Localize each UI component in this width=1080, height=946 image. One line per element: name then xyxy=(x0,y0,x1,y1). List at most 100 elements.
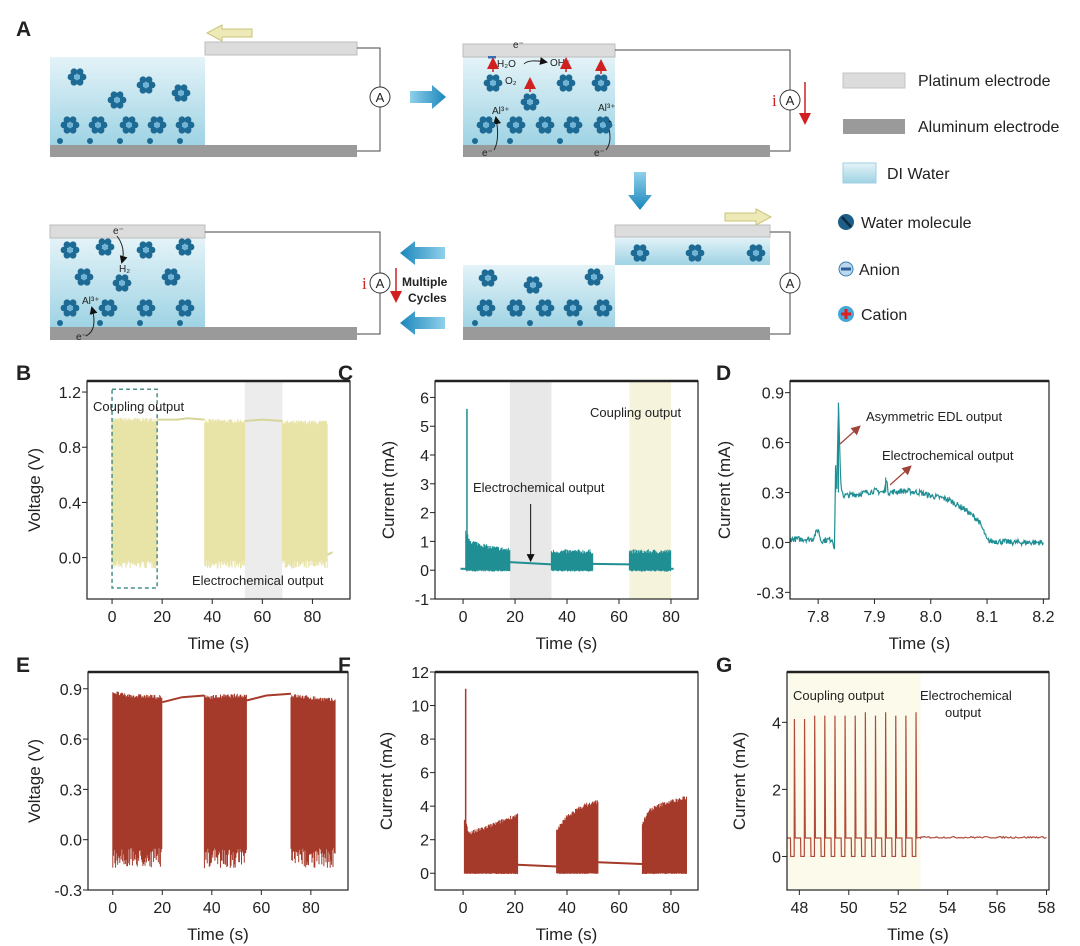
cation-icon xyxy=(838,306,854,322)
x-tick-label: 20 xyxy=(153,609,171,626)
y-tick-label: 0.9 xyxy=(60,682,82,699)
water-molecule-icon xyxy=(472,320,478,326)
annotation-label: Coupling output xyxy=(590,405,681,420)
water-cluster-icon xyxy=(535,299,555,317)
y-tick-label: 0.3 xyxy=(762,485,784,502)
y-tick-label: -0.3 xyxy=(756,585,784,602)
coupling-output-trace xyxy=(465,530,511,572)
y-tick-label: 2 xyxy=(420,833,429,850)
y-tick-label: 5 xyxy=(420,419,429,436)
water-clusters xyxy=(57,68,766,326)
di-water-swatch xyxy=(842,162,877,184)
water-cluster-icon xyxy=(112,274,132,292)
x-tick-label: 0 xyxy=(459,609,468,626)
electron-label: e⁻ xyxy=(113,226,124,237)
electrochemical-output-trace xyxy=(327,551,333,556)
panel-label-b: B xyxy=(16,362,31,385)
aluminum-ion-label: Al³⁺ xyxy=(82,296,100,307)
platinum-electrode-swatch xyxy=(842,72,906,89)
electrochemical-output-trace xyxy=(598,861,643,865)
x-tick-label: 60 xyxy=(253,609,271,626)
aluminum-ion-label: Al³⁺ xyxy=(492,106,510,117)
x-tick-label: 0 xyxy=(108,900,117,917)
electrochemical-output-trace xyxy=(509,561,552,566)
flow-left-arrow-icon xyxy=(400,241,445,265)
x-axis-label: Time (s) xyxy=(536,634,598,653)
annotation-label: Electrochemical output xyxy=(192,573,324,588)
flow-right-arrow-icon xyxy=(410,85,446,109)
slide-left-arrow-icon xyxy=(205,24,253,42)
ammeter-icon xyxy=(369,272,391,294)
panel-label-f: F xyxy=(338,654,351,677)
y-tick-label: 0.6 xyxy=(60,732,82,749)
water-cluster-icon xyxy=(483,74,503,92)
reaction-arrow-icon xyxy=(523,57,548,65)
x-tick-label: 52 xyxy=(889,900,907,917)
water-cluster-icon xyxy=(107,91,127,109)
y-axis-label: Current (mA) xyxy=(379,441,398,539)
legend-label: Water molecule xyxy=(861,215,972,232)
electron-label: e⁻ xyxy=(513,40,524,51)
y-tick-label: 0.8 xyxy=(59,440,81,457)
water-cluster-icon xyxy=(563,299,583,317)
x-tick-label: 7.8 xyxy=(807,609,829,626)
current-symbol: i xyxy=(362,274,367,293)
platinum-electrode xyxy=(614,224,771,238)
water-cluster-icon xyxy=(630,244,650,262)
highlight-band xyxy=(244,381,283,599)
water-cluster-icon xyxy=(685,244,705,262)
anion-icon xyxy=(488,56,496,59)
water-cluster-icon xyxy=(478,269,498,287)
highlight-band xyxy=(787,672,921,890)
water-cluster-icon xyxy=(506,116,526,134)
panel-a-schematic: A A A i e⁻ H₂O OH⁻ O₂ Al³⁺ Al³ xyxy=(16,18,1060,343)
coupling-output-trace xyxy=(641,796,687,875)
legend-label: Anion xyxy=(859,262,900,279)
electrochemical-output-trace xyxy=(517,863,557,868)
legend-label: Aluminum electrode xyxy=(918,119,1060,136)
coupling-output-trace xyxy=(290,694,336,868)
water-molecule-icon xyxy=(472,138,478,144)
electrochemical-output-trace xyxy=(157,417,205,421)
panel-label-c: C xyxy=(338,362,353,385)
anion-icon xyxy=(838,261,854,277)
x-tick-label: 54 xyxy=(939,900,957,917)
x-tick-label: 20 xyxy=(153,900,171,917)
water-molecule-icon xyxy=(557,138,563,144)
water-cluster-icon xyxy=(506,299,526,317)
water-molecule-icon xyxy=(147,138,153,144)
y-tick-label: 3 xyxy=(420,477,429,494)
slide-right-arrow-icon xyxy=(724,208,773,226)
y-tick-label: 4 xyxy=(772,715,781,732)
plot-area xyxy=(112,691,336,869)
plot-area xyxy=(463,688,687,875)
water-cluster-icon xyxy=(556,74,576,92)
legend-label: Cation xyxy=(861,307,907,324)
water-molecule-icon xyxy=(117,138,123,144)
x-axis-label: Time (s) xyxy=(536,925,598,944)
electron-path-arrow-icon xyxy=(116,235,128,264)
coupling-output-trace xyxy=(463,813,519,875)
y-axis-label: Current (mA) xyxy=(730,732,749,830)
water-cluster-icon xyxy=(136,76,156,94)
water-cluster-icon xyxy=(175,238,195,256)
y-tick-label: 0.3 xyxy=(60,782,82,799)
cell-stage-1: A xyxy=(50,24,391,157)
water-cluster-icon xyxy=(591,74,611,92)
y-tick-label: 0.0 xyxy=(60,833,82,850)
water-cluster-icon xyxy=(746,244,766,262)
wire xyxy=(205,231,381,335)
x-tick-label: 0 xyxy=(459,900,468,917)
y-tick-label: 0.6 xyxy=(762,436,784,453)
platinum-electrode xyxy=(462,43,616,58)
water-cluster-icon xyxy=(136,299,156,317)
y-tick-label: 0 xyxy=(420,563,429,580)
annotation-arrow-icon xyxy=(839,425,861,445)
annotation-label: Electrochemical xyxy=(920,688,1012,703)
panel-label-d: D xyxy=(716,362,731,385)
water-cluster-icon xyxy=(88,116,108,134)
x-tick-label: 40 xyxy=(558,900,576,917)
plot-area xyxy=(790,402,1044,550)
ammeter-label: A xyxy=(786,93,795,108)
water-molecule-icon xyxy=(177,320,183,326)
